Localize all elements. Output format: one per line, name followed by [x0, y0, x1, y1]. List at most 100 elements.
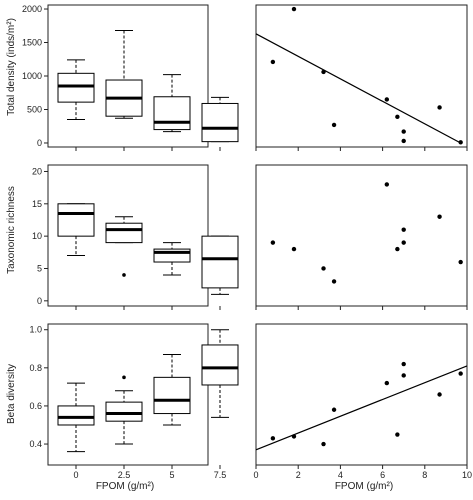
y-tick-label: 500	[27, 104, 42, 114]
data-point	[458, 140, 463, 145]
y-tick-label: 1000	[22, 71, 42, 81]
panel-frame	[47, 164, 209, 307]
outlier-point	[122, 273, 126, 277]
x-tick-label: 5	[169, 470, 174, 480]
data-point	[437, 214, 442, 219]
box-0	[57, 59, 95, 121]
data-point	[458, 259, 463, 265]
scatter-panel-1	[255, 164, 468, 310]
data-point	[331, 407, 337, 412]
data-point	[401, 138, 406, 144]
box-7.5	[201, 329, 239, 418]
iqr-box	[201, 235, 239, 289]
x-axis-title-right: FPOM (g/m²)	[335, 481, 393, 492]
boxplot-panel-0: 0 500 1000 1500 2000	[22, 4, 239, 151]
x-tick-label: 8	[422, 470, 427, 480]
y-axis-title-beta: Beta diversity	[6, 364, 17, 424]
iqr-box	[105, 222, 143, 244]
y-tick-label: 0	[37, 138, 42, 148]
x-tick-label: 0	[253, 470, 258, 480]
data-point	[321, 441, 326, 447]
y-tick-label: 1.0	[29, 325, 42, 335]
iqr-box	[57, 203, 95, 237]
box-2.5	[105, 29, 143, 119]
data-point	[395, 114, 400, 120]
y-tick-label: 0	[37, 296, 42, 306]
data-point	[401, 227, 406, 232]
box-5	[153, 74, 191, 133]
box-7.5	[201, 235, 239, 295]
box-5	[153, 353, 191, 426]
data-point	[321, 69, 326, 75]
data-point	[458, 371, 463, 376]
boxplot-panel-2: 0.4 0.6 0.8 1.0 0 2.5 5 7.5	[29, 323, 239, 480]
x-tick-label: 4	[338, 470, 343, 480]
outlier-point	[122, 375, 126, 380]
y-axis-title-beta-text: Beta diversity	[6, 364, 17, 424]
regression-line	[255, 33, 461, 144]
box-5	[153, 242, 191, 276]
boxplot-panel-1: 0 5 10 15 20	[32, 164, 239, 310]
y-tick-label: 0.4	[29, 439, 42, 449]
panel-frame	[255, 4, 468, 148]
x-tick-label: 6	[380, 470, 385, 480]
y-axis-title-richness: Taxonomic richness	[6, 186, 17, 274]
data-point	[384, 380, 390, 386]
panel-frame	[255, 164, 468, 307]
data-point	[331, 279, 337, 284]
data-point	[291, 246, 297, 252]
scatter-panel-0	[255, 4, 468, 151]
y-tick-label: 2000	[22, 4, 42, 14]
box-2.5	[105, 216, 143, 277]
box-7.5	[201, 96, 239, 143]
data-point	[384, 97, 390, 102]
y-tick-label: 5	[37, 263, 42, 273]
y-tick-label: 10	[32, 231, 42, 241]
data-point	[321, 266, 326, 271]
iqr-box	[153, 376, 191, 415]
y-tick-label: 15	[32, 199, 42, 209]
y-axis-title-density: Total density (inds/m²)	[6, 18, 17, 116]
data-point	[270, 240, 276, 245]
iqr-box	[57, 72, 95, 103]
data-point	[331, 122, 337, 128]
panel-frame	[255, 323, 468, 466]
y-tick-label: 0.8	[29, 363, 42, 373]
data-point	[270, 59, 276, 65]
x-tick-label: 2	[296, 470, 301, 480]
box-0	[57, 382, 95, 453]
iqr-box	[153, 96, 191, 131]
data-point	[401, 361, 406, 367]
iqr-box	[105, 401, 143, 422]
data-point	[395, 432, 400, 437]
y-tick-label: 1500	[22, 38, 42, 48]
data-point	[291, 6, 297, 12]
box-0	[57, 203, 95, 257]
data-point	[270, 436, 276, 441]
regression-line	[255, 365, 468, 451]
data-point	[437, 105, 442, 110]
x-axis-title-left: FPOM (g/m²)	[96, 481, 154, 492]
x-tick-label: 2.5	[118, 470, 131, 480]
x-tick-label: 0	[73, 470, 78, 480]
iqr-box	[57, 405, 95, 426]
data-point	[401, 240, 406, 245]
panel-frame	[47, 323, 209, 466]
data-point	[437, 392, 442, 397]
y-axis-title-density-text: Total density (inds/m²)	[6, 18, 17, 116]
data-point	[395, 246, 400, 252]
iqr-box	[201, 344, 239, 386]
data-point	[401, 129, 406, 134]
data-point	[384, 182, 390, 187]
data-point	[401, 373, 406, 378]
y-tick-label: 20	[32, 166, 42, 176]
iqr-box	[201, 102, 239, 143]
x-tick-label: 10	[462, 470, 472, 480]
y-axis-title-richness-text: Taxonomic richness	[6, 186, 17, 274]
scatter-panel-2: 0 2 4 6 8 10	[253, 323, 472, 480]
x-tick-label: 7.5	[214, 470, 227, 480]
box-2.5	[105, 375, 143, 445]
data-point	[291, 434, 297, 439]
